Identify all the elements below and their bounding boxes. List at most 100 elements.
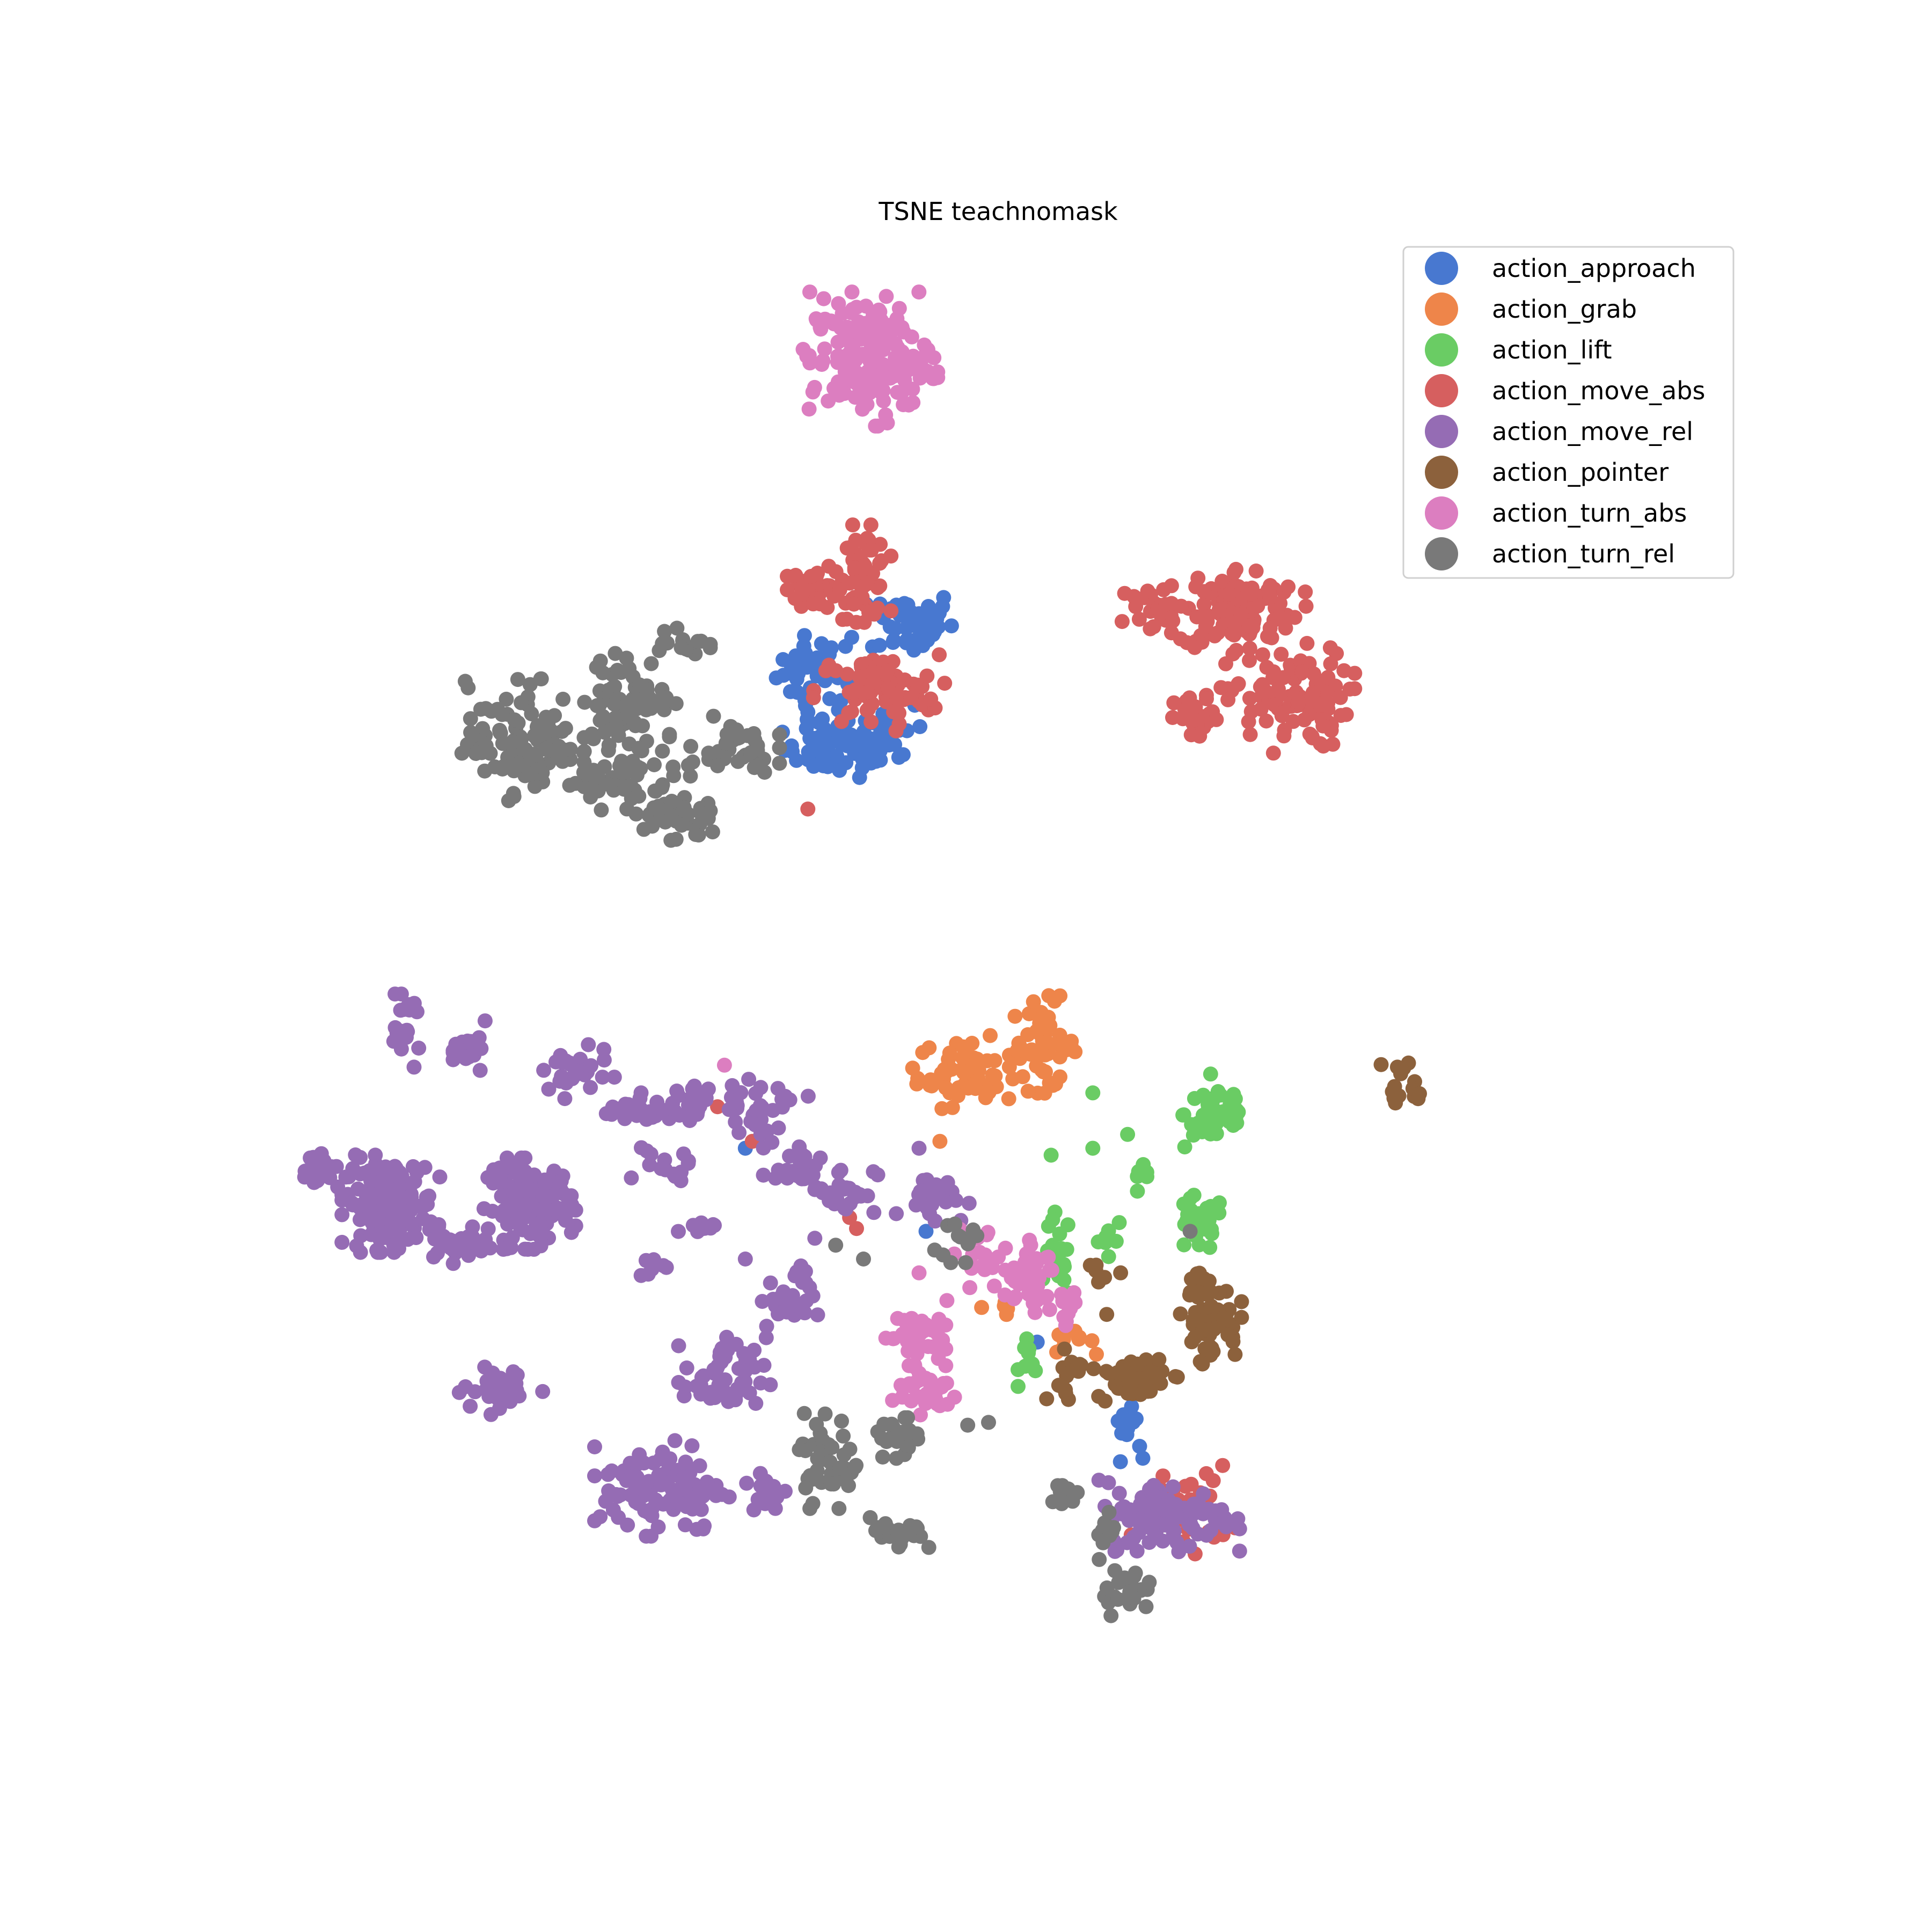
point-action-turn-rel — [743, 745, 758, 760]
point-action-turn-rel — [1117, 1570, 1132, 1586]
point-action-turn-rel — [668, 696, 684, 712]
point-action-move-rel — [1182, 1539, 1197, 1554]
point-action-move-rel — [596, 1042, 612, 1057]
point-action-turn-abs — [801, 401, 817, 417]
point-action-move-abs — [1280, 579, 1296, 595]
point-action-turn-rel — [836, 1428, 851, 1444]
point-action-grab — [950, 1088, 965, 1103]
point-action-turn-abs — [911, 284, 927, 300]
point-action-move-abs — [1322, 640, 1338, 656]
point-action-turn-rel — [796, 1406, 812, 1421]
point-action-move-abs — [1140, 583, 1155, 599]
point-action-turn-abs — [1054, 1286, 1069, 1302]
point-action-lift — [1203, 1091, 1218, 1107]
point-action-move-abs — [1228, 561, 1243, 577]
point-action-turn-rel — [730, 753, 746, 769]
point-action-move-abs — [1199, 613, 1215, 629]
point-action-lift — [1056, 1272, 1072, 1287]
point-action-turn-rel — [558, 721, 573, 736]
point-action-move-rel — [642, 1157, 657, 1173]
point-action-turn-abs — [1021, 1286, 1036, 1302]
point-action-move-abs — [1242, 641, 1257, 656]
series-action-grab — [905, 988, 1104, 1362]
point-action-move-rel — [391, 1241, 406, 1256]
point-action-move-rel — [598, 1106, 614, 1122]
point-action-move-rel — [401, 1002, 417, 1018]
point-action-move-rel — [699, 1474, 715, 1490]
point-action-move-abs — [1143, 621, 1158, 636]
legend-marker-action-move-abs — [1425, 374, 1458, 407]
point-action-move-rel — [499, 1241, 515, 1256]
point-action-move-rel — [706, 1362, 722, 1378]
point-action-move-rel — [432, 1169, 448, 1185]
point-action-move-rel — [730, 1381, 745, 1397]
point-action-move-abs — [872, 555, 888, 571]
point-action-move-rel — [800, 1088, 816, 1104]
point-action-lift — [1175, 1107, 1191, 1123]
point-action-grab — [1037, 1047, 1053, 1063]
point-action-move-abs — [1302, 694, 1318, 710]
point-action-pointer — [1187, 1329, 1203, 1345]
point-action-move-rel — [672, 1496, 688, 1511]
point-action-move-rel — [797, 1149, 813, 1165]
point-action-move-abs — [1163, 596, 1179, 611]
legend-label-action-turn-abs: action_turn_abs — [1492, 499, 1687, 528]
point-action-move-rel — [1185, 1520, 1201, 1536]
point-action-turn-rel — [635, 718, 650, 734]
point-action-move-rel — [720, 1342, 735, 1358]
point-action-move-rel — [583, 1058, 599, 1073]
point-action-turn-abs — [920, 1339, 936, 1355]
point-action-move-rel — [491, 1384, 507, 1399]
point-action-move-rel — [380, 1166, 396, 1182]
point-action-approach — [775, 668, 791, 683]
point-action-move-rel — [839, 1180, 854, 1196]
point-action-move-rel — [807, 1231, 823, 1246]
point-action-turn-abs — [905, 395, 921, 411]
point-action-move-abs — [863, 714, 879, 730]
point-action-turn-rel — [619, 650, 634, 666]
point-action-turn-rel — [576, 744, 592, 759]
point-action-move-rel — [564, 1188, 579, 1204]
point-action-turn-abs — [855, 401, 870, 417]
point-action-move-abs — [1294, 664, 1310, 680]
point-action-move-rel — [1169, 1535, 1184, 1550]
point-action-move-rel — [1165, 1479, 1181, 1495]
point-action-approach — [782, 684, 798, 699]
point-action-turn-abs — [868, 418, 883, 434]
point-action-move-rel — [400, 1024, 415, 1040]
point-action-move-rel — [451, 1385, 467, 1400]
point-action-lift — [1085, 1140, 1101, 1156]
point-action-grab — [942, 1045, 957, 1061]
point-action-turn-rel — [597, 724, 612, 740]
point-action-turn-rel — [585, 767, 601, 783]
point-action-move-rel — [541, 1081, 557, 1097]
point-action-approach — [811, 715, 827, 730]
point-action-move-abs — [1306, 666, 1321, 682]
point-action-grab — [910, 1071, 926, 1086]
legend-label-action-move-abs: action_move_abs — [1492, 376, 1705, 405]
point-action-turn-abs — [817, 341, 832, 357]
point-action-turn-rel — [669, 620, 685, 636]
point-action-move-rel — [677, 1517, 693, 1533]
point-action-move-rel — [617, 1111, 633, 1126]
point-action-pointer — [1173, 1306, 1188, 1322]
point-action-move-rel — [679, 1360, 694, 1375]
point-action-move-rel — [445, 1238, 460, 1253]
point-action-turn-abs — [831, 296, 846, 311]
point-action-approach — [1129, 1411, 1144, 1426]
point-action-pointer — [1099, 1364, 1114, 1379]
point-action-approach — [918, 1224, 934, 1239]
legend-label-action-pointer: action_pointer — [1492, 458, 1668, 487]
point-action-move-rel — [707, 1390, 722, 1406]
point-action-move-rel — [519, 1183, 535, 1198]
point-action-grab — [1021, 1006, 1037, 1021]
point-action-lift — [1108, 1234, 1124, 1249]
point-action-turn-rel — [632, 677, 647, 693]
point-action-move-rel — [693, 1386, 708, 1402]
point-action-turn-abs — [1022, 1232, 1037, 1248]
point-action-lift — [1011, 1379, 1026, 1394]
point-action-turn-abs — [940, 1396, 955, 1412]
point-action-move-abs — [849, 1221, 864, 1236]
point-action-turn-abs — [920, 1320, 936, 1335]
point-action-move-rel — [547, 1202, 563, 1218]
